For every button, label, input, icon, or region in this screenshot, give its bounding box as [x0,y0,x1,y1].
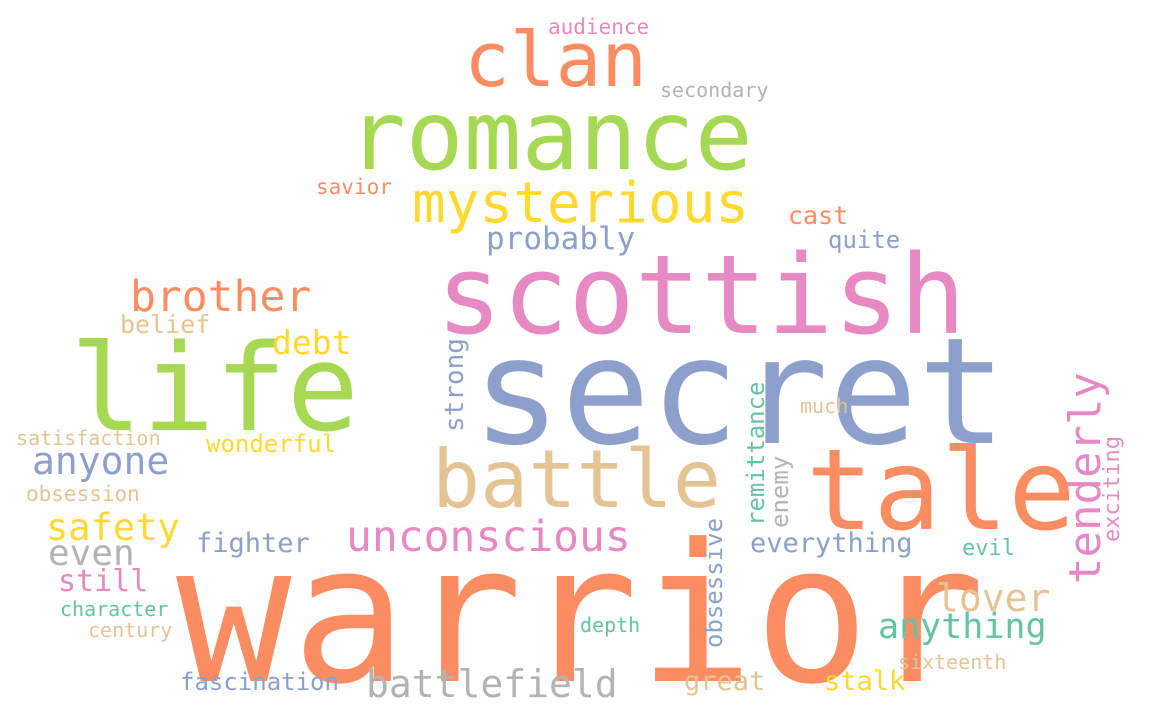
word-battle: battle [432,433,721,526]
word-mysterious: mysterious [412,171,750,236]
word-depth: depth [580,613,641,637]
word-anyone: anyone [32,439,170,483]
word-strong: strong [440,338,470,432]
word-fighter: fighter [196,528,310,559]
word-safety: safety [46,506,180,549]
word-satisfaction: satisfaction [16,426,161,450]
word-century: century [88,618,173,642]
word-warrior: warrior [176,504,986,708]
word-quite: quite [828,226,901,254]
word-much: much [800,394,849,418]
word-clan: clan [464,15,648,104]
word-life: life [70,320,359,459]
word-everything: everything [750,528,913,559]
word-evil: evil [962,536,1015,561]
word-cast: cast [788,201,849,230]
word-savior: savior [316,175,392,199]
word-brother: brother [130,272,312,322]
word-anything: anything [878,607,1047,647]
word-still: still [58,564,149,599]
word-wonderful: wonderful [206,430,337,458]
word-remittance: remittance [742,381,770,527]
word-obsessive: obsessive [700,517,728,648]
word-unconscious: unconscious [346,512,631,562]
word-romance: romance [348,80,753,192]
word-great: great [684,666,766,697]
word-secondary: secondary [660,78,769,102]
word-sixteenth: sixteenth [898,650,1007,674]
word-probably: probably [486,221,636,257]
word-stalk: stalk [824,666,906,697]
word-scottish: scottish [436,231,966,359]
word-enemy: enemy [766,455,794,528]
word-battlefield: battlefield [366,662,618,706]
word-even: even [48,533,135,574]
word-tale: tale [806,426,1076,556]
word-exciting: exciting [1100,436,1125,542]
word-debt: debt [272,323,352,362]
word-belief: belief [120,310,211,339]
word-character: character [60,597,169,621]
word-audience: audience [548,15,650,39]
word-fascination: fascination [180,668,339,696]
word-obsession: obsession [26,482,140,506]
word-lover: lover [936,576,1051,620]
word-secret: secret [472,306,1007,478]
